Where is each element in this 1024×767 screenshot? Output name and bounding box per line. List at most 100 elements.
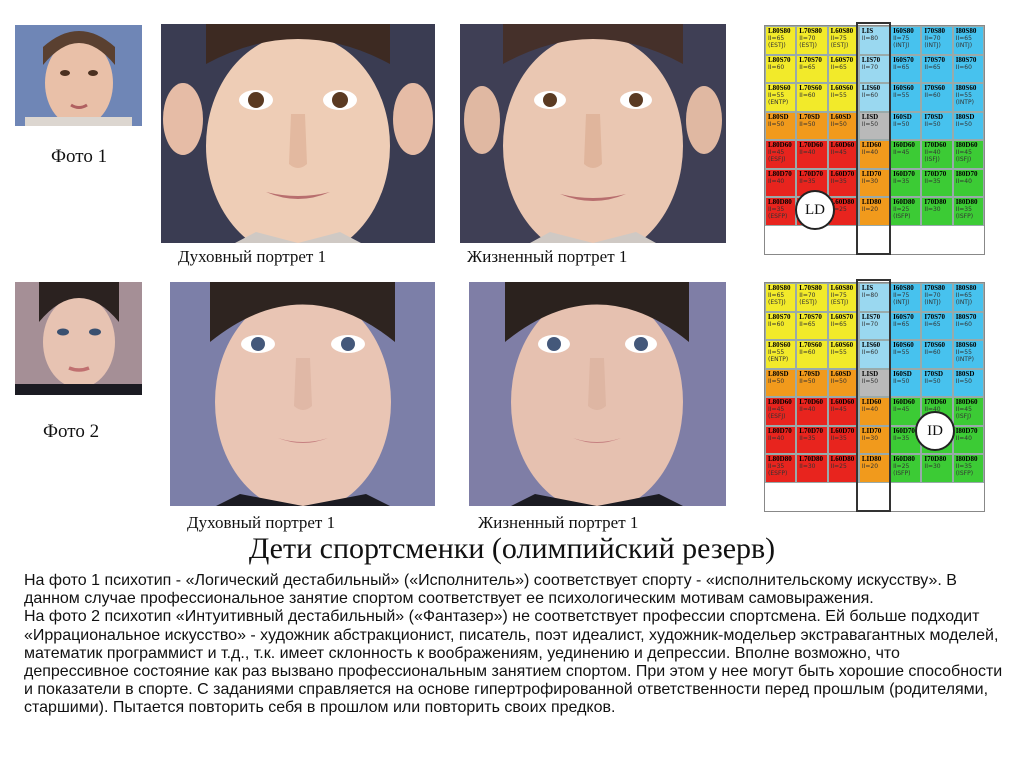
grid-cell-code: (ISFJ) bbox=[955, 156, 972, 163]
grid-cell-type: L80S60 bbox=[768, 84, 791, 92]
grid-cell-index: II=65 bbox=[955, 292, 972, 299]
grid-cell: I80D70 II=40 bbox=[952, 425, 984, 454]
grid-cell-index: II=75 bbox=[893, 292, 910, 299]
grid-cell-code: (ISFP) bbox=[893, 470, 911, 477]
grid-cell-type: I60D80 bbox=[893, 455, 915, 463]
grid-cell-code: (INTJ) bbox=[955, 42, 973, 49]
grid-cell: L60S80 II=75 (ESTJ) bbox=[827, 26, 859, 55]
grid-cell: L60SD II=50 bbox=[827, 368, 859, 397]
grid-cell-code: (INTP) bbox=[955, 356, 974, 363]
grid-cell-code: (ISFP) bbox=[893, 213, 911, 220]
grid-cell-type: L60SD bbox=[830, 112, 852, 121]
grid-cell-code: (ISFP) bbox=[955, 470, 974, 477]
grid-cell-code: (ISFP) bbox=[955, 213, 974, 220]
grid-cell-index: II=45 bbox=[955, 406, 972, 413]
grid-cell: L60D60 II=45 bbox=[827, 397, 859, 426]
grid-cell-code: (INTP) bbox=[955, 99, 974, 106]
grid-1-badge: LD bbox=[795, 190, 835, 230]
grid-2-badge: ID bbox=[915, 411, 955, 451]
grid-cell: L60S80 II=75 (ESTJ) bbox=[827, 283, 859, 312]
grid-cell-index: II=35 bbox=[893, 434, 910, 442]
grid-cell-index: II=55 bbox=[955, 92, 972, 99]
row1-spiritual-caption: Духовный портрет 1 bbox=[178, 247, 327, 266]
grid-cell: L80S60 II=55 (ENTP) bbox=[765, 340, 797, 369]
grid-cell-code: (ESTJ) bbox=[768, 299, 786, 306]
grid-cell-index: II=25 bbox=[830, 206, 847, 213]
grid-cell-index: II=75 bbox=[893, 35, 910, 42]
grid-cell: L60S60 II=55 bbox=[827, 340, 859, 369]
grid-cell-index: II=35 bbox=[830, 434, 847, 442]
grid-cell-type: L60S80 bbox=[830, 27, 854, 35]
grid-cell-type: L60D80 bbox=[830, 455, 855, 463]
grid-cell-type: I60D80 bbox=[893, 198, 915, 206]
grid-cell: L60S70 II=65 bbox=[827, 54, 859, 83]
grid-cell-type: I60D70 bbox=[893, 169, 915, 178]
grid-cell-index: II=30 bbox=[799, 463, 816, 470]
grid-cell-type: I80D70 bbox=[955, 426, 978, 435]
grid-cell: I60S70 II=65 bbox=[890, 54, 922, 83]
grid-cell-type: LISD bbox=[861, 112, 879, 121]
grid-cell-type: I70D70 bbox=[924, 169, 947, 178]
grid-cell-type: I60D60 bbox=[893, 141, 915, 149]
grid-cell: I60S60 II=55 bbox=[890, 83, 922, 112]
page-title: Дети спортсменки (олимпийский резерв) bbox=[248, 532, 776, 565]
grid-cell-type: LID60 bbox=[861, 141, 882, 149]
grid-cell-type: I80S70 bbox=[955, 312, 977, 321]
grid-cell-type: I70S60 bbox=[924, 84, 946, 92]
grid-cell-code: (INTJ) bbox=[955, 299, 973, 306]
grid-cell-index: II=50 bbox=[830, 120, 847, 128]
grid-cell-index: II=60 bbox=[768, 320, 785, 328]
grid-cell: I70SD II=50 bbox=[921, 111, 953, 140]
grid-cell-type: L60S80 bbox=[830, 284, 854, 292]
grid-cell-index: II=40 bbox=[924, 149, 941, 156]
grid-cell-code: (INTJ) bbox=[924, 42, 941, 49]
grid-cell-type: L60S70 bbox=[830, 312, 854, 321]
grid-cell: L80S70 II=60 bbox=[765, 54, 797, 83]
grid-cell-type: I70D80 bbox=[924, 455, 947, 463]
grid-cell: LID60 II=40 bbox=[858, 397, 891, 426]
grid-cell: I70S60 II=60 bbox=[921, 83, 953, 112]
photo-2 bbox=[15, 282, 142, 395]
grid-cell-code: (ESTJ) bbox=[830, 42, 849, 49]
grid-cell: I60S60 II=55 bbox=[890, 340, 922, 369]
grid-cell-index: II=60 bbox=[799, 92, 816, 99]
grid-cell-type: I80D80 bbox=[955, 455, 978, 463]
grid-cell-type: L60D60 bbox=[830, 398, 855, 406]
grid-cell: I60D70 II=35 bbox=[890, 168, 922, 197]
grid-cell-index: II=70 bbox=[861, 320, 879, 328]
grid-cell-type: L70D60 bbox=[799, 398, 824, 406]
grid-cell-code: (INTJ) bbox=[924, 299, 941, 306]
grid-cell: I80D80 II=35 (ISFP) bbox=[952, 197, 984, 226]
grid-cell: I80D60 II=45 (ISFJ) bbox=[952, 397, 984, 426]
grid-cell-type: I80S60 bbox=[955, 84, 977, 92]
grid-cell: L80D80 II=35 (ESFP) bbox=[765, 454, 797, 483]
grid-cell-type: L60S70 bbox=[830, 55, 854, 64]
grid-cell-type: I70D60 bbox=[924, 398, 947, 406]
grid-cell-type: I70S80 bbox=[924, 284, 946, 292]
grid-cell: I80S80 II=65 (INTJ) bbox=[952, 26, 984, 55]
grid-cell-index: II=50 bbox=[893, 120, 910, 128]
grid-cell: LIS70 II=70 bbox=[858, 311, 891, 340]
grid-cell: L70D70 II=35 bbox=[796, 425, 828, 454]
grid-cell-code: (ESTJ) bbox=[799, 42, 817, 49]
grid-cell-index: II=50 bbox=[830, 377, 847, 385]
grid-cell-type: LIS60 bbox=[861, 84, 881, 92]
grid-cell-type: LID60 bbox=[861, 398, 882, 406]
grid-cell-index: II=45 bbox=[768, 406, 785, 413]
grid-cell: I80SD II=50 bbox=[952, 111, 984, 140]
grid-cell-type: I80D80 bbox=[955, 198, 978, 206]
grid-cell-type: L80S60 bbox=[768, 341, 791, 349]
grid-cell-type: LIS bbox=[861, 284, 874, 292]
grid-cell-type: I80SD bbox=[955, 112, 975, 121]
grid-cell-index: II=50 bbox=[768, 377, 785, 385]
grid-cell-index: II=60 bbox=[924, 92, 941, 99]
grid-cell-index: II=45 bbox=[830, 149, 847, 156]
grid-cell-type: L60D70 bbox=[830, 426, 855, 435]
grid-cell: I70D80 II=30 bbox=[921, 197, 953, 226]
grid-cell: I60D60 II=45 bbox=[890, 140, 922, 169]
grid-cell: I80S80 II=65 (INTJ) bbox=[952, 283, 984, 312]
grid-cell-index: II=20 bbox=[861, 206, 879, 213]
grid-cell-index: II=65 bbox=[768, 35, 785, 42]
grid-cell-index: II=35 bbox=[955, 463, 972, 470]
